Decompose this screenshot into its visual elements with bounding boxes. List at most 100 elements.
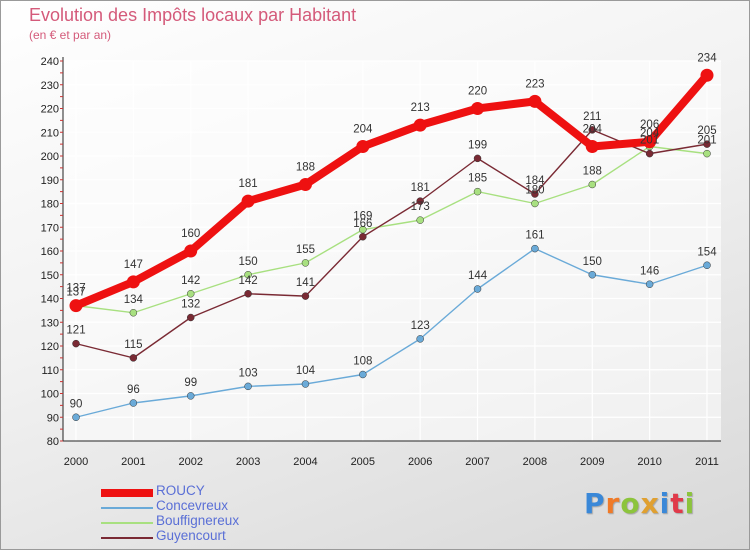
- data-label: 144: [468, 270, 488, 282]
- data-label: 96: [127, 384, 140, 396]
- x-tick-label: 2008: [523, 456, 547, 468]
- data-point: [528, 94, 542, 108]
- data-label: 146: [640, 265, 659, 277]
- data-point: [241, 194, 255, 208]
- data-label: 99: [184, 377, 197, 389]
- data-point: [588, 271, 597, 279]
- y-tick-label: 150: [41, 270, 59, 282]
- data-label: 184: [525, 175, 545, 187]
- y-tick-label: 240: [41, 56, 59, 68]
- y-tick-label: 180: [41, 199, 59, 211]
- data-label: 137: [66, 283, 85, 295]
- y-tick-label: 230: [41, 80, 59, 92]
- data-point: [72, 413, 80, 421]
- legend-item-concevreux: Concevreux: [101, 498, 351, 515]
- data-label: 121: [66, 325, 85, 337]
- y-tick-label: 120: [41, 341, 59, 353]
- data-point: [416, 335, 424, 343]
- legend-label: Bouffignereux: [156, 513, 240, 528]
- data-point: [588, 180, 597, 189]
- legend-item-guyencourt: Guyencourt: [101, 528, 351, 545]
- data-point: [531, 244, 539, 253]
- data-point: [416, 197, 424, 205]
- logo-letter: i: [684, 487, 696, 520]
- data-point: [473, 154, 482, 163]
- data-label: 213: [411, 102, 430, 114]
- y-tick-label: 80: [47, 436, 59, 448]
- data-point: [126, 275, 140, 289]
- data-point: [69, 299, 83, 313]
- data-point: [359, 233, 367, 241]
- x-tick-label: 2004: [293, 456, 317, 468]
- data-label: 104: [296, 365, 316, 377]
- data-point: [531, 199, 539, 208]
- data-label: 103: [238, 367, 257, 379]
- y-tick-label: 200: [41, 151, 59, 163]
- x-tick-label: 2009: [580, 456, 604, 468]
- series-line-concevreux: [75, 247, 708, 418]
- data-point: [301, 380, 310, 388]
- legend-label: Guyencourt: [156, 528, 226, 543]
- data-label: 169: [353, 211, 372, 223]
- data-point: [473, 187, 482, 196]
- x-tick-label: 2005: [351, 456, 375, 468]
- data-point: [643, 135, 657, 149]
- chart-title: Evolution des Impôts locaux par Habitant: [29, 5, 357, 25]
- data-label: 155: [296, 244, 315, 256]
- data-label: 180: [525, 185, 544, 197]
- legend-swatch: [101, 522, 153, 524]
- data-point: [703, 140, 711, 148]
- data-point: [129, 354, 138, 362]
- data-label: 199: [468, 139, 487, 151]
- data-label: 142: [238, 275, 257, 287]
- data-point: [700, 68, 714, 82]
- proxiti-logo: Proxiti: [584, 487, 695, 520]
- data-label: 137: [66, 287, 85, 299]
- x-tick-label: 2011: [695, 456, 719, 468]
- x-tick-label: 2010: [637, 456, 661, 468]
- data-point: [301, 292, 310, 300]
- data-label: 204: [583, 124, 603, 136]
- data-point: [531, 190, 539, 198]
- data-label: 154: [697, 246, 717, 258]
- legend-swatch: [101, 489, 153, 497]
- data-point: [645, 280, 654, 288]
- legend-label: Concevreux: [156, 498, 229, 513]
- data-point: [244, 290, 252, 298]
- data-point: [416, 216, 424, 224]
- legend-label: ROUCY: [156, 483, 205, 498]
- logo-letter: i: [659, 487, 671, 520]
- data-point: [244, 271, 252, 279]
- data-point: [301, 259, 310, 267]
- data-label: 134: [124, 294, 144, 306]
- data-label: 234: [697, 52, 717, 64]
- series-line-roucy: [72, 71, 711, 310]
- data-label: 161: [525, 230, 544, 242]
- data-label: 115: [124, 339, 142, 351]
- data-point: [72, 339, 80, 348]
- legend: ROUCY Concevreux Bouffignereux Guyencourt: [101, 483, 351, 545]
- logo-letter: P: [584, 487, 606, 520]
- data-label: 206: [640, 119, 659, 131]
- x-tick-label: 2002: [178, 456, 202, 468]
- data-point: [471, 102, 485, 115]
- x-tick-label: 2007: [465, 456, 489, 468]
- data-label: 142: [181, 275, 200, 287]
- y-tick-label: 220: [41, 104, 59, 116]
- y-tick-label: 100: [41, 389, 59, 401]
- data-label: 173: [411, 201, 430, 213]
- legend-item-bouffignereux: Bouffignereux: [101, 513, 351, 530]
- x-tick-label: 2001: [121, 456, 145, 468]
- data-label: 166: [353, 218, 372, 230]
- data-label: 150: [238, 256, 257, 268]
- data-point: [298, 178, 312, 191]
- data-point: [244, 382, 252, 391]
- data-label: 185: [468, 173, 487, 185]
- data-point: [473, 285, 482, 293]
- y-tick-label: 90: [47, 412, 59, 424]
- data-label: 181: [411, 182, 430, 194]
- series-line-bouffignereux: [75, 145, 708, 314]
- data-point: [129, 309, 138, 317]
- data-label: 90: [70, 398, 83, 410]
